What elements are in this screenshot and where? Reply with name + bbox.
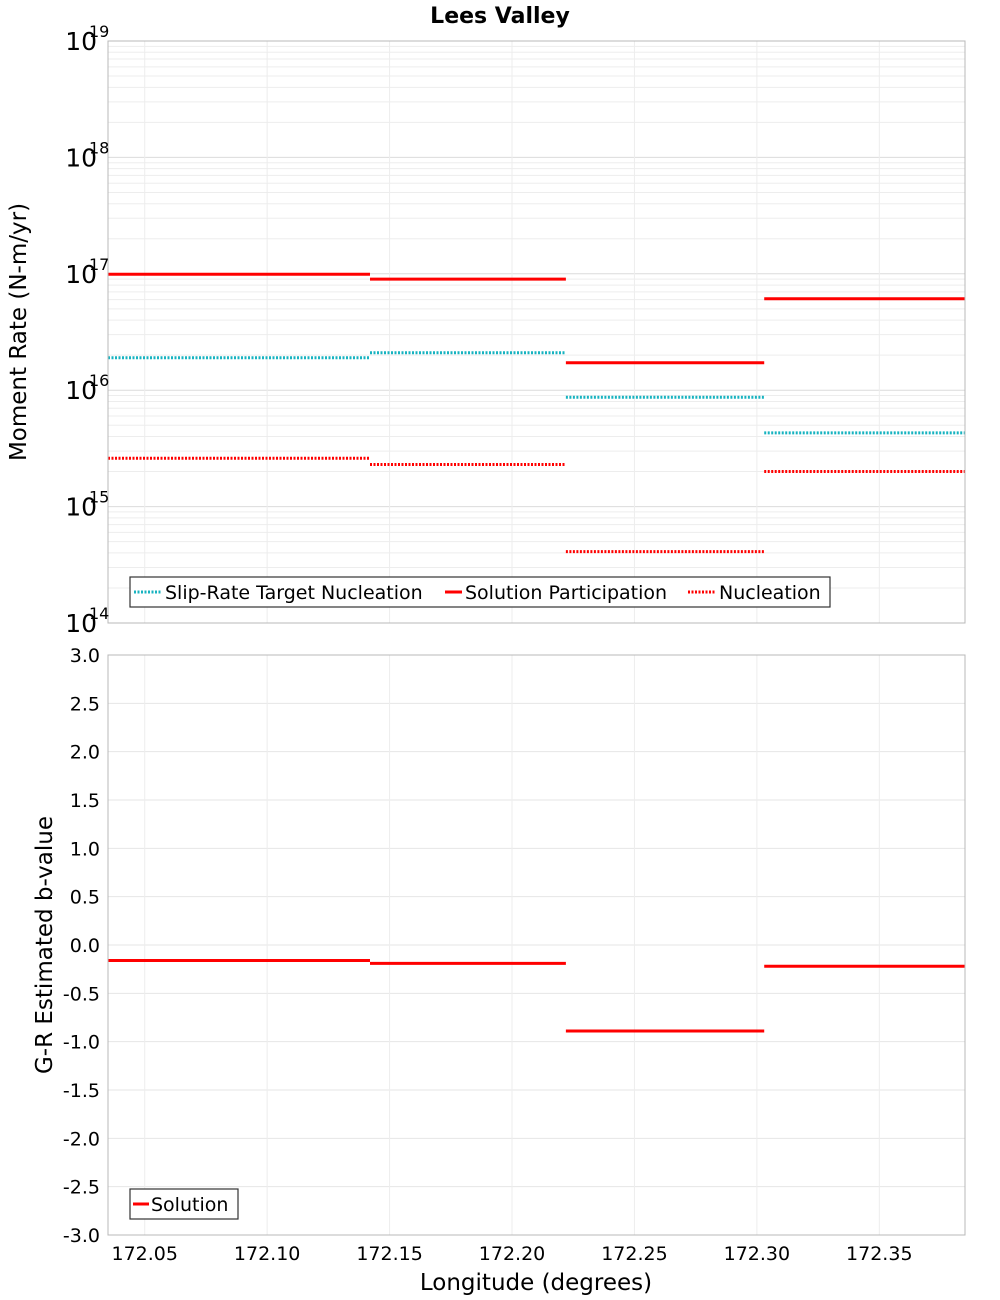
y-tick-exponent: 14 [89,604,109,623]
y-tick-exponent: 15 [89,488,109,507]
y-tick-label: 10 [65,143,97,172]
legend-label-solution-participation: Solution Participation [465,582,667,604]
x-tick-labels: 172.05 172.10 172.15 172.20 172.25 172.30 172.… [111,1243,912,1265]
y-tick-label: 1.5 [70,790,100,812]
x-tick-label: 172.35 [846,1243,912,1265]
chart-title: Lees Valley [430,4,570,29]
y-tick-label: -3.0 [63,1225,100,1247]
y-tick-label: -2.0 [63,1128,100,1150]
y-tick-label: 10 [65,609,97,638]
moment-rate-legend: Slip-Rate Target Nucleation Solution Par… [129,576,831,608]
legend-label-solution: Solution [151,1194,228,1216]
b-value-y-tick-labels: -3.0 -2.5 -2.0 -1.5 -1.0 -0.5 0.0 0.5 1.0 1.5 2.0 2… [63,645,100,1247]
x-tick-label: 172.15 [356,1243,422,1265]
moment-rate-plot-border [107,40,966,624]
x-tick-label: 172.05 [111,1243,177,1265]
y-tick-label: 10 [65,27,97,56]
y-tick-label: -1.5 [63,1080,100,1102]
y-tick-label: -2.5 [63,1177,100,1199]
y-tick-label: 10 [65,493,97,522]
moment-rate-y-axis-label: Moment Rate (N-m/yr) [6,203,32,461]
y-tick-label: 10 [65,260,97,289]
y-tick-label: 3.0 [70,645,100,667]
b-value-plot-border [107,654,966,1236]
b-value-series [108,958,965,1033]
x-tick-label: 172.30 [724,1243,790,1265]
y-tick-exponent: 17 [89,255,109,274]
y-tick-label: 0.0 [70,935,100,957]
y-tick-label: 2.0 [70,742,100,764]
y-tick-label: 1.0 [70,838,100,860]
x-tick-label: 172.20 [479,1243,545,1265]
x-tick-label: 172.25 [601,1243,667,1265]
y-tick-label: -0.5 [63,983,100,1005]
moment-rate-plot-area [108,41,965,623]
b-value-y-axis-label: G-R Estimated b-value [32,816,58,1074]
y-tick-exponent: 19 [89,22,109,41]
y-tick-label: 10 [65,376,97,405]
y-tick-label: -1.0 [63,1032,100,1054]
legend-label-slip-rate-target: Slip-Rate Target Nucleation [165,582,423,604]
b-value-panel: -3.0 -2.5 -2.0 -1.5 -1.0 -0.5 0.0 0.5 1.0 1.5 2.0 2… [32,645,966,1296]
b-value-gridlines [108,654,965,1236]
legend-label-nucleation: Nucleation [719,582,821,604]
x-tick-label: 172.10 [234,1243,300,1265]
y-tick-label: 2.5 [70,693,100,715]
x-axis-label: Longitude (degrees) [420,1270,652,1296]
y-tick-label: 0.5 [70,887,100,909]
y-tick-exponent: 18 [89,138,109,157]
y-tick-exponent: 16 [89,371,109,390]
moment-rate-series [108,272,965,554]
b-value-legend: Solution [129,1188,239,1220]
